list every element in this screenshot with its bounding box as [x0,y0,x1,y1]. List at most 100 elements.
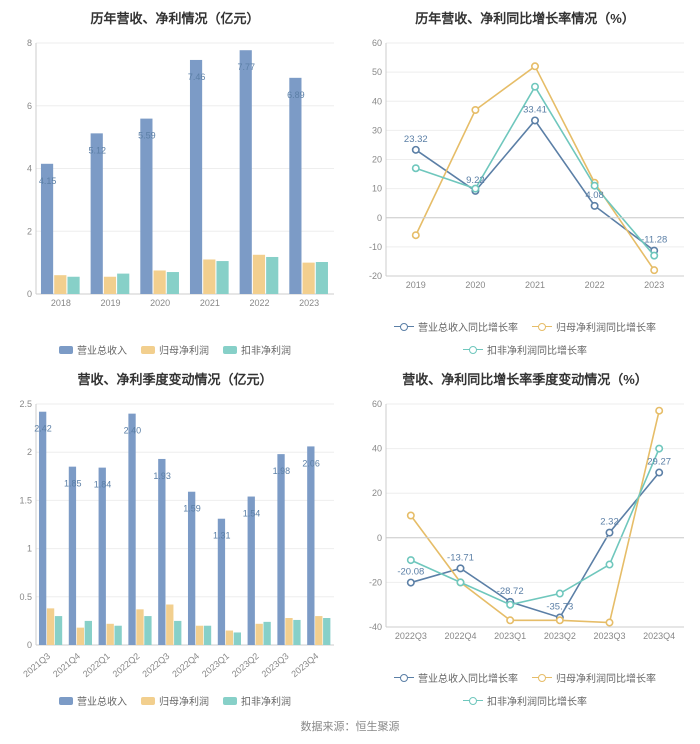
svg-text:0.5: 0.5 [19,592,32,602]
data-source-label: 数据来源：恒生聚源 [0,712,700,744]
svg-text:-40: -40 [369,622,382,632]
chart-area: -20-100102030405060201920202021202220232… [356,33,694,315]
legend-label: 归母净利润 [159,342,209,357]
svg-text:60: 60 [372,38,382,48]
svg-text:2023: 2023 [299,298,319,308]
svg-text:1.84: 1.84 [94,480,112,490]
svg-text:2022: 2022 [249,298,269,308]
svg-text:1.93: 1.93 [153,471,171,481]
svg-text:2021Q4: 2021Q4 [51,651,82,679]
legend-label: 营业总收入 [77,693,127,708]
svg-text:1.31: 1.31 [213,531,231,541]
svg-text:2.5: 2.5 [19,399,32,409]
legend-bar: 营业总收入 归母净利润 扣非净利润 [6,342,344,357]
svg-text:2.40: 2.40 [124,426,142,436]
legend-swatch [223,697,237,705]
svg-text:-13.71: -13.71 [447,552,474,563]
svg-text:4: 4 [27,164,32,174]
svg-text:-20: -20 [369,577,382,587]
svg-text:4.08: 4.08 [585,190,604,201]
svg-text:2.42: 2.42 [34,424,52,434]
svg-text:5.12: 5.12 [88,145,106,155]
svg-text:2020: 2020 [465,280,485,290]
svg-text:2021Q3: 2021Q3 [21,651,52,679]
svg-text:2023Q2: 2023Q2 [230,651,261,679]
svg-text:8: 8 [27,38,32,48]
legend-label: 归母净利润同比增长率 [556,670,656,685]
chart-area: 00.511.522.52021Q32021Q42022Q12022Q22022… [6,394,344,689]
svg-text:-35.73: -35.73 [546,601,573,612]
panel-annual-revenue: 历年营收、净利情况（亿元） 02468201820192020202120222… [0,0,350,361]
panel-quarterly-growth: 营收、净利同比增长率季度变动情况（%） -40-2002040602022Q32… [350,361,700,712]
legend-item: 归母净利润 [141,693,209,708]
svg-text:2018: 2018 [51,298,71,308]
panel-title: 营收、净利同比增长率季度变动情况（%） [356,369,694,388]
svg-text:30: 30 [372,125,382,135]
legend-line-icon [463,700,483,701]
svg-text:5.59: 5.59 [138,131,156,141]
legend-label: 扣非净利润同比增长率 [487,342,587,357]
svg-text:0: 0 [377,213,382,223]
legend-label: 营业总收入同比增长率 [418,319,518,334]
svg-text:2: 2 [27,447,32,457]
legend-swatch [141,697,155,705]
svg-text:2022Q3: 2022Q3 [140,651,171,679]
svg-text:2023Q2: 2023Q2 [544,631,576,641]
svg-text:40: 40 [372,96,382,106]
svg-text:1.59: 1.59 [183,504,201,514]
svg-text:2023Q3: 2023Q3 [593,631,625,641]
legend-line: 营业总收入同比增长率归母净利润同比增长率扣非净利润同比增长率 [356,319,694,357]
svg-text:2019: 2019 [406,280,426,290]
legend-swatch [141,346,155,354]
panel-annual-growth: 历年营收、净利同比增长率情况（%） -20-100102030405060201… [350,0,700,361]
svg-text:0: 0 [27,289,32,299]
svg-text:40: 40 [372,444,382,454]
svg-text:2.32: 2.32 [600,517,619,528]
svg-text:0: 0 [27,640,32,650]
svg-text:2022Q4: 2022Q4 [444,631,476,641]
legend-label: 归母净利润 [159,693,209,708]
svg-text:1.98: 1.98 [273,466,291,476]
legend-swatch [59,346,73,354]
svg-text:-20.08: -20.08 [397,567,424,578]
svg-text:33.41: 33.41 [523,104,547,115]
chart-svg: -20-100102030405060201920202021202220232… [356,33,694,310]
svg-text:10: 10 [372,184,382,194]
legend-line-icon [463,349,483,350]
svg-text:2022Q3: 2022Q3 [395,631,427,641]
legend-label: 营业总收入同比增长率 [418,670,518,685]
svg-text:-28.72: -28.72 [497,586,524,597]
svg-text:2022Q2: 2022Q2 [111,651,142,679]
chart-area: 024682018201920202021202220234.155.125.5… [6,33,344,338]
legend-item: 营业总收入同比增长率 [394,319,518,334]
chart-grid: 历年营收、净利情况（亿元） 02468201820192020202120222… [0,0,700,734]
svg-text:50: 50 [372,67,382,77]
panel-title: 营收、净利季度变动情况（亿元） [6,369,344,388]
svg-text:2019: 2019 [100,298,120,308]
svg-text:2023Q1: 2023Q1 [200,651,231,679]
legend-item: 归母净利润 [141,342,209,357]
svg-text:1.5: 1.5 [19,495,32,505]
svg-text:20: 20 [372,155,382,165]
svg-text:2: 2 [27,226,32,236]
legend-item: 归母净利润同比增长率 [532,319,656,334]
panel-title: 历年营收、净利情况（亿元） [6,8,344,27]
legend-swatch [223,346,237,354]
svg-text:7.77: 7.77 [237,62,255,72]
legend-item: 营业总收入 [59,342,127,357]
svg-text:29.27: 29.27 [647,457,671,468]
chart-svg: 00.511.522.52021Q32021Q42022Q12022Q22022… [6,394,344,679]
legend-item: 营业总收入同比增长率 [394,670,518,685]
chart-area: -40-2002040602022Q32022Q42023Q12023Q2202… [356,394,694,666]
legend-bar: 营业总收入 归母净利润 扣非净利润 [6,693,344,708]
legend-item: 扣非净利润同比增长率 [463,342,587,357]
legend-item: 扣非净利润 [223,693,291,708]
legend-label: 扣非净利润 [241,342,291,357]
svg-text:-10: -10 [369,242,382,252]
legend-label: 扣非净利润 [241,693,291,708]
svg-text:2023: 2023 [644,280,664,290]
svg-text:-11.28: -11.28 [641,235,667,246]
svg-text:2.06: 2.06 [302,458,320,468]
svg-text:23.32: 23.32 [404,134,428,145]
chart-svg: 024682018201920202021202220234.155.125.5… [6,33,344,328]
